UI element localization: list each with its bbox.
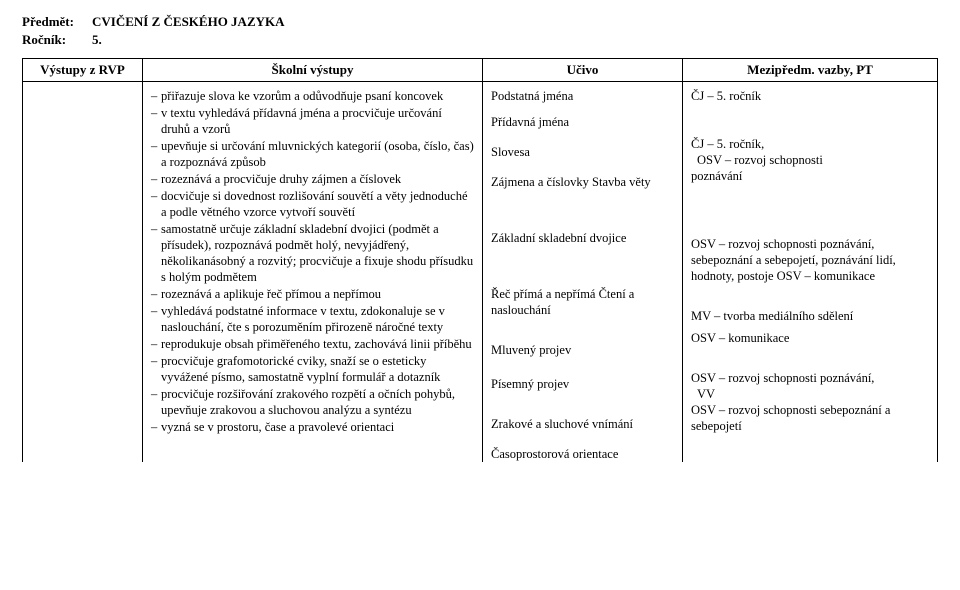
grade-label: Ročník: xyxy=(22,32,92,48)
vazby-item: poznávání, xyxy=(820,371,875,385)
ucivo-item: Časoprostorová orientace xyxy=(491,447,618,461)
cell-skolni: přiřazuje slova ke vzorům a odůvodňuje p… xyxy=(143,82,483,463)
vazby-item: OSV – rozvoj schopnosti xyxy=(691,403,817,417)
list-item: reprodukuje obsah přiměřeného textu, zac… xyxy=(151,336,474,352)
list-item: v textu vyhledává přídavná jména a procv… xyxy=(151,105,474,137)
vazby-item: hodnoty, postoje xyxy=(691,269,774,283)
vazby-item: OSV – komunikace xyxy=(691,331,789,345)
list-item: procvičuje grafomotorické cviky, snaží s… xyxy=(151,353,474,385)
list-item: procvičuje rozšiřování zrakového rozpětí… xyxy=(151,386,474,418)
vazby-item: OSV – rozvoj schopnosti xyxy=(691,152,929,168)
vazby-item: sdělení xyxy=(818,309,853,323)
vazby-item: sebepojetí, poznávání lidí, xyxy=(765,253,896,267)
vazby-item: ČJ – 5. ročník xyxy=(691,89,761,103)
cell-rvp xyxy=(23,82,143,463)
table-body-row: přiřazuje slova ke vzorům a odůvodňuje p… xyxy=(23,82,938,463)
ucivo-item: Zrakové a sluchové vnímání xyxy=(491,417,633,431)
list-item: samostatně určuje základní skladební dvo… xyxy=(151,221,474,285)
list-item: rozeznává a procvičuje druhy zájmen a čí… xyxy=(151,171,474,187)
ucivo-item: Mluvený projev xyxy=(491,343,571,357)
list-item: vyhledává podstatné informace v textu, z… xyxy=(151,303,474,335)
col-header-skolni: Školní výstupy xyxy=(143,59,483,82)
ucivo-item: Písemný projev xyxy=(491,377,569,391)
vazby-item: MV – tvorba mediálního xyxy=(691,309,815,323)
subject-value: CVIČENÍ Z ČESKÉHO JAZYKA xyxy=(92,14,938,30)
ucivo-item: Řeč přímá a nepřímá xyxy=(491,287,595,301)
ucivo-item: Podstatná jména xyxy=(491,89,573,103)
table-header-row: Výstupy z RVP Školní výstupy Učivo Mezip… xyxy=(23,59,938,82)
subject-label: Předmět: xyxy=(22,14,92,30)
ucivo-item: Stavba věty xyxy=(592,175,651,189)
list-item: vyzná se v prostoru, čase a pravolevé or… xyxy=(151,419,474,435)
vazby-item: OSV – rozvoj schopnosti xyxy=(691,371,817,385)
vazby-item: VV xyxy=(691,386,929,402)
ucivo-item: Přídavná jména xyxy=(491,115,569,129)
ucivo-item: Zájmena a číslovky xyxy=(491,175,589,189)
vazby-item: poznávání xyxy=(691,169,742,183)
page-header: Předmět: CVIČENÍ Z ČESKÉHO JAZYKA Ročník… xyxy=(22,14,938,48)
curriculum-table: Výstupy z RVP Školní výstupy Učivo Mezip… xyxy=(22,58,938,462)
col-header-vazby: Mezipředm. vazby, PT xyxy=(683,59,938,82)
list-item: docvičuje si dovednost rozlišování souvě… xyxy=(151,188,474,220)
grade-value: 5. xyxy=(92,32,938,48)
col-header-ucivo: Učivo xyxy=(483,59,683,82)
list-item: přiřazuje slova ke vzorům a odůvodňuje p… xyxy=(151,88,474,104)
vazby-item: OSV – komunikace xyxy=(777,269,875,283)
vazby-item: ČJ – 5. ročník, xyxy=(691,137,764,151)
cell-vazby: ČJ – 5. ročník ČJ – 5. ročník, OSV – roz… xyxy=(683,82,938,463)
col-header-rvp: Výstupy z RVP xyxy=(23,59,143,82)
cell-ucivo: Podstatná jména Přídavná jména Slovesa Z… xyxy=(483,82,683,463)
ucivo-item: Slovesa xyxy=(491,145,530,159)
ucivo-item: Základní skladební dvojice xyxy=(491,231,626,245)
vazby-item: OSV – rozvoj schopnosti xyxy=(691,237,817,251)
list-item: upevňuje si určování mluvnických kategor… xyxy=(151,138,474,170)
outcomes-list: přiřazuje slova ke vzorům a odůvodňuje p… xyxy=(151,88,474,435)
list-item: rozeznává a aplikuje řeč přímou a nepřím… xyxy=(151,286,474,302)
